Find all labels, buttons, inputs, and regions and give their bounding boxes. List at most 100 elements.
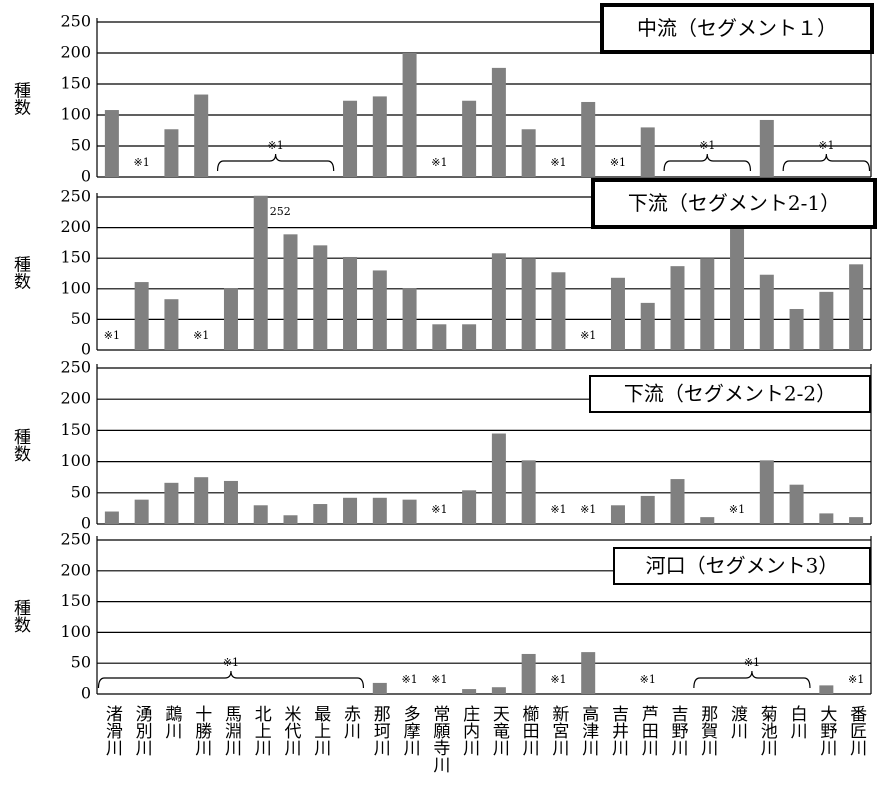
x-tick-label: 多摩川	[400, 705, 421, 756]
bar	[759, 119, 774, 177]
bar	[164, 129, 179, 177]
annotation: ※1	[134, 156, 150, 169]
annotation: ※1	[193, 329, 209, 342]
y-tick-label: 50	[71, 136, 91, 155]
annotation: ※1	[431, 156, 447, 169]
bar	[253, 505, 268, 524]
bar	[372, 497, 387, 524]
y-tick-label: 250	[60, 12, 91, 31]
bar	[700, 517, 715, 524]
x-tick-label: 米代川	[281, 705, 302, 756]
brace	[663, 153, 752, 172]
brace	[97, 670, 365, 689]
bar	[104, 511, 119, 524]
y-tick-label: 200	[60, 389, 91, 408]
annotation: ※1	[431, 503, 447, 516]
x-tick-label: 天竜川	[489, 705, 510, 756]
bar	[194, 477, 209, 524]
bar	[462, 324, 477, 350]
y-tick-label: 50	[71, 309, 91, 328]
y-tick-label: 0	[81, 340, 91, 359]
bar	[789, 308, 804, 350]
y-tick-label: 250	[60, 358, 91, 377]
y-axis-label: 種数	[10, 255, 31, 289]
y-tick-label: 0	[81, 167, 91, 186]
x-tick-label: 北上川	[251, 705, 272, 756]
y-tick-label: 250	[60, 187, 91, 206]
panel: 0 50 100 150 200 250 種数 ※1 ※1 ※1 ※1 ※1 ※1 ※1 河口（セグメント3…	[10, 530, 872, 703]
panel: 0 50 100 150 200 250 種数 ※1 ※1 ※1 ※1 下流（セグメント2-2）	[10, 358, 872, 533]
panel: 0 50 100 150 200 250 種数 ※1 ※1 ※1 ※1 ※1 ※1 ※1 中流（セグメント１…	[10, 3, 874, 186]
bar	[372, 270, 387, 350]
y-tick-label: 150	[60, 74, 91, 93]
bar	[194, 94, 209, 177]
bar	[521, 129, 536, 177]
x-tick-label: 渡川	[727, 705, 748, 739]
x-tick-label: 馬淵川	[221, 705, 242, 756]
bar	[343, 256, 358, 350]
bar	[372, 96, 387, 177]
y-tick-label: 100	[60, 451, 91, 470]
annotation: ※1	[550, 673, 566, 686]
bar	[462, 490, 477, 524]
bar	[640, 495, 655, 524]
bar	[521, 258, 536, 350]
title-box	[589, 375, 871, 413]
bar	[372, 682, 387, 694]
x-tick-label: 新宮川	[548, 705, 569, 756]
y-tick-label: 100	[60, 622, 91, 641]
title-box	[613, 547, 871, 585]
annotation: ※1	[550, 503, 566, 516]
chart-title: 中流（セグメント１）	[637, 16, 837, 40]
annotation: ※1	[818, 139, 834, 152]
y-tick-label: 0	[81, 684, 91, 703]
bar	[730, 225, 745, 350]
bar	[134, 499, 149, 524]
bar	[462, 100, 477, 177]
bar	[283, 515, 298, 524]
annotation: ※1	[744, 656, 760, 669]
x-tick-label: 芦田川	[638, 705, 659, 756]
y-tick-label: 150	[60, 420, 91, 439]
bar	[253, 195, 268, 350]
y-tick-label: 200	[60, 43, 91, 62]
bar	[849, 264, 864, 350]
brace	[693, 670, 811, 689]
x-tick-label: 大野川	[816, 705, 837, 756]
y-tick-label: 250	[60, 530, 91, 549]
x-tick-label: 鵡川	[161, 705, 182, 739]
y-tick-label: 50	[71, 482, 91, 501]
y-tick-label: 150	[60, 248, 91, 267]
annotation: ※1	[580, 503, 596, 516]
bar	[491, 687, 506, 694]
bar	[610, 505, 625, 524]
annotation: ※1	[268, 139, 284, 152]
x-tick-label: 菊池川	[757, 705, 778, 756]
x-tick-label: 吉井川	[608, 705, 629, 756]
annotation: ※1	[104, 329, 120, 342]
annotation: ※1	[729, 503, 745, 516]
annotation: ※1	[550, 156, 566, 169]
bar	[759, 274, 774, 350]
y-axis-label: 種数	[10, 81, 31, 115]
y-axis-label: 種数	[10, 428, 31, 462]
bar	[491, 253, 506, 350]
bar	[551, 272, 566, 350]
bar	[491, 433, 506, 524]
bar	[313, 245, 328, 350]
panel: 0 50 100 150 200 250 種数 252 ※1 ※1 ※1 下流（セグメント2-1）	[10, 178, 877, 359]
bar	[819, 291, 834, 350]
x-tick-label: 那珂川	[370, 705, 391, 756]
bar	[462, 689, 477, 694]
bar	[610, 277, 625, 350]
bar	[432, 324, 447, 350]
x-tick-label: 十勝川	[191, 705, 212, 756]
x-tick-label: 庄内川	[459, 705, 480, 756]
annotation: ※1	[431, 673, 447, 686]
x-tick-label: 番匠川	[846, 705, 867, 756]
y-tick-label: 200	[60, 217, 91, 236]
chart-title: 下流（セグメント2-1）	[628, 191, 840, 215]
annotation: ※1	[610, 156, 626, 169]
bar	[521, 653, 536, 694]
title-box	[600, 3, 874, 54]
